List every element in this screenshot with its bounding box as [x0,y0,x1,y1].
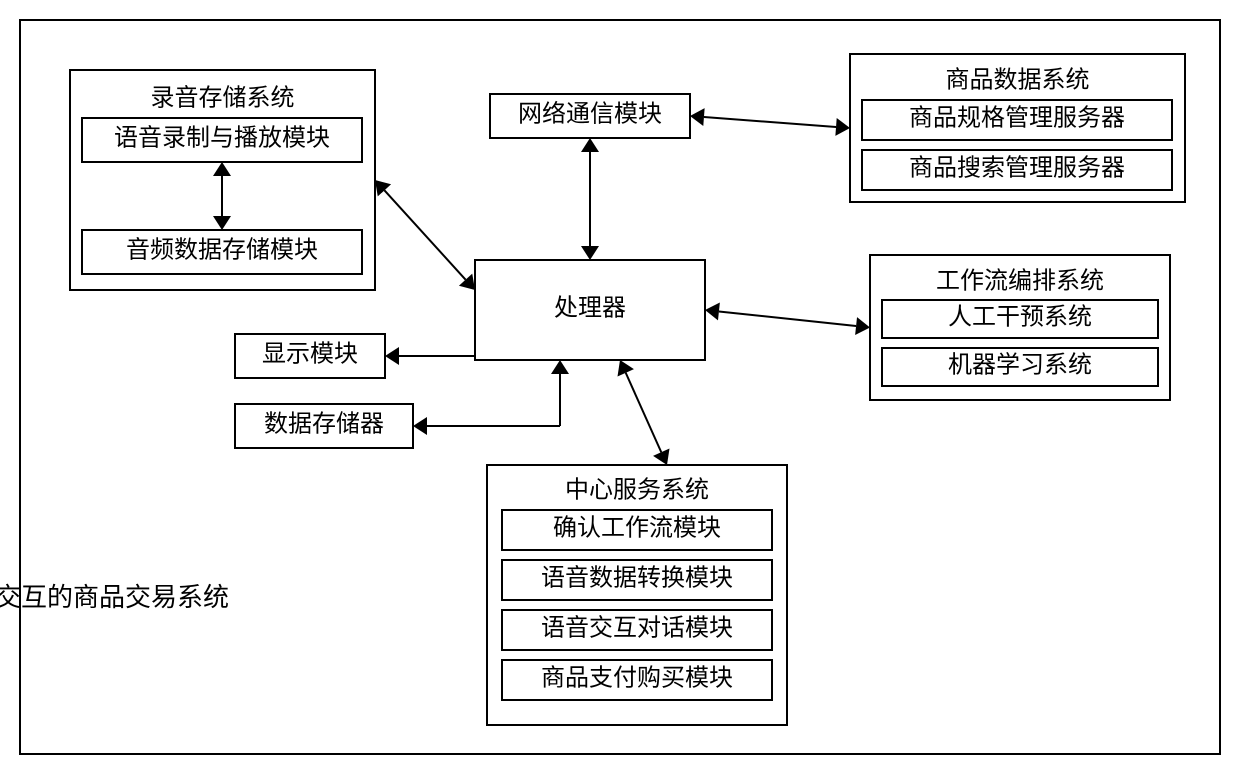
processor-label: 处理器 [554,295,626,322]
data_store-label: 数据存储器 [264,411,384,438]
rec_sys-audio_store-label: 音频数据存储模块 [126,237,318,264]
center_sys-voice_dlg-label: 语音交互对话模块 [541,615,733,642]
net_comm-label: 网络通信模块 [518,101,662,128]
display-label: 显示模块 [262,341,358,368]
wf_sys-ml-label: 机器学习系统 [948,352,1092,379]
center_sys-pay-label: 商品支付购买模块 [541,665,733,692]
center_sys-ack_wf-label: 确认工作流模块 [553,515,721,542]
diagram-caption: 基于语音交互的商品交易系统 [0,583,229,612]
center_sys-title: 中心服务系统 [565,477,709,504]
prod_sys-prod_search-label: 商品搜索管理服务器 [909,155,1125,182]
wf_sys-human-label: 人工干预系统 [948,304,1092,331]
wf_sys-title: 工作流编排系统 [936,268,1104,295]
center_sys-voice_cv-label: 语音数据转换模块 [541,565,733,592]
rec_sys-title: 录音存储系统 [151,85,295,112]
rec_sys-rec_play-label: 语音录制与播放模块 [114,125,330,152]
prod_sys-prod_spec-label: 商品规格管理服务器 [909,105,1125,132]
prod_sys-title: 商品数据系统 [946,67,1090,94]
